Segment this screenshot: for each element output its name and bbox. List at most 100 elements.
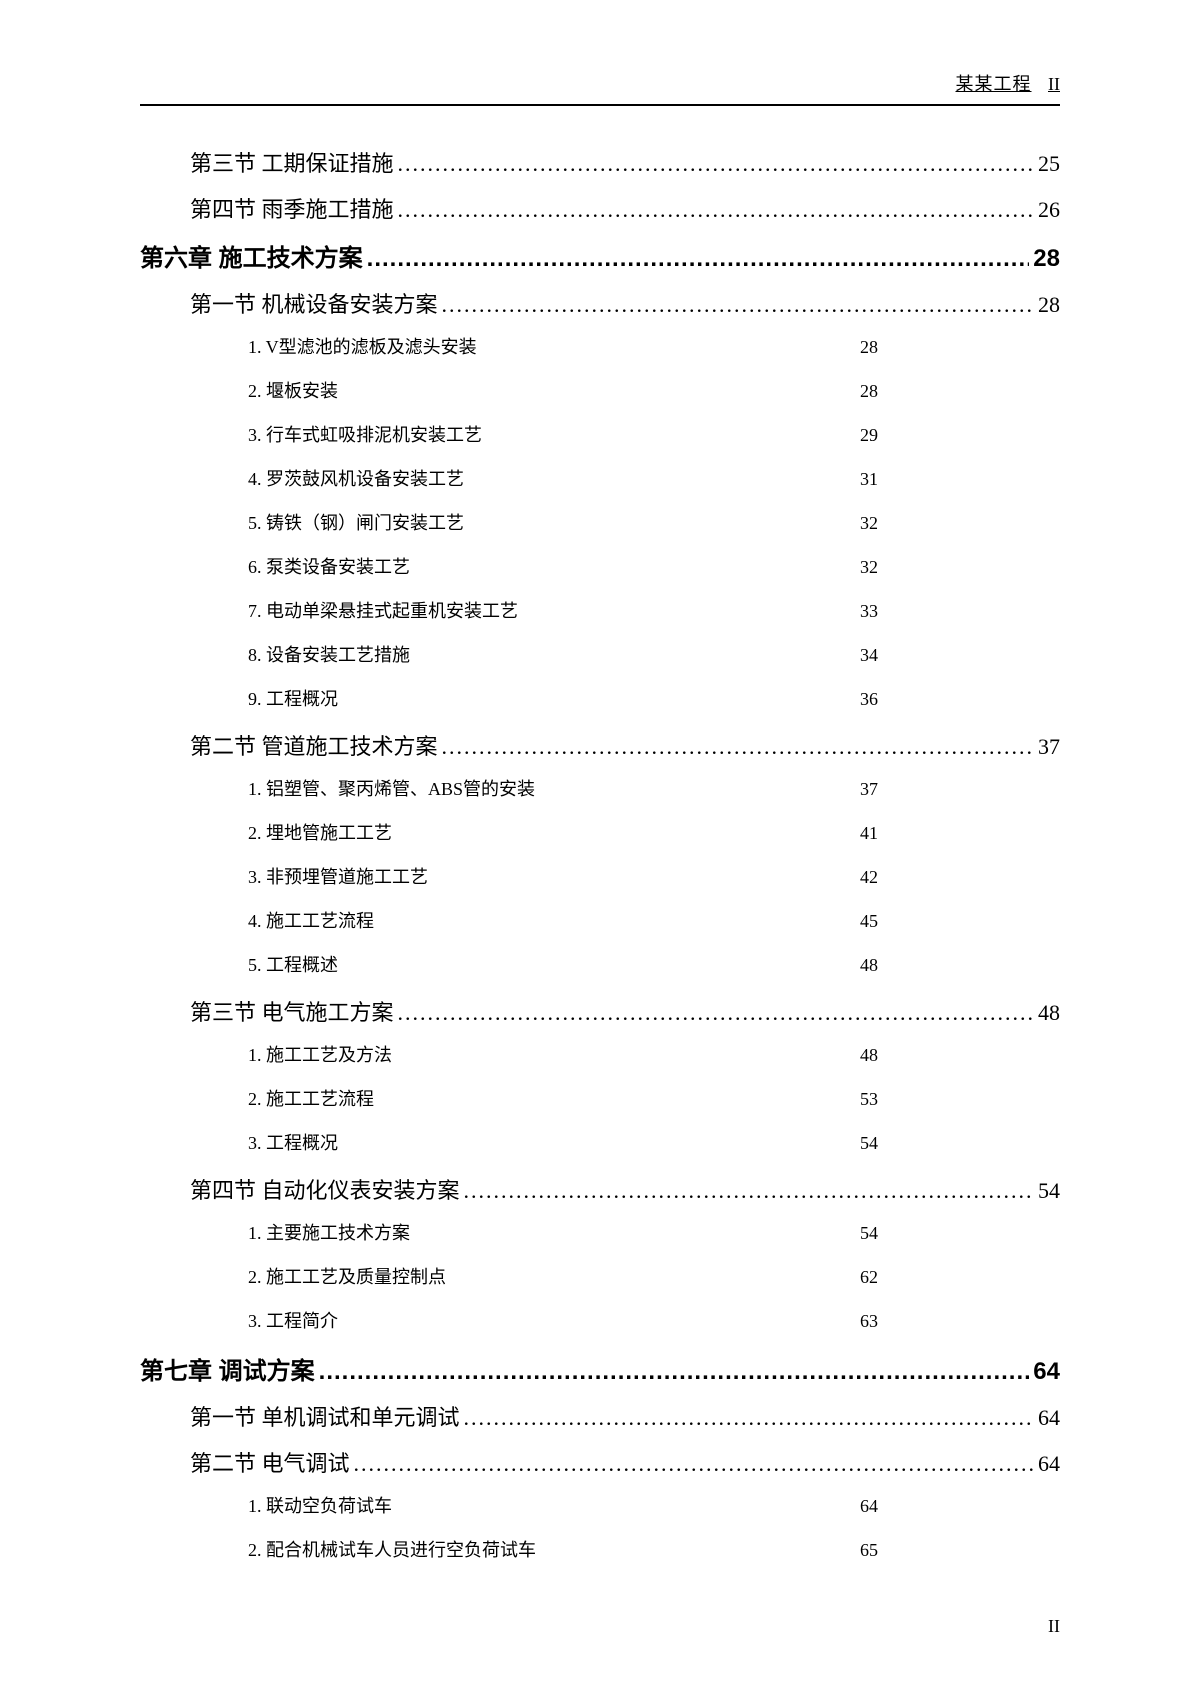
toc-entry-page: 34 [860, 645, 1060, 666]
toc-leader-dots: ........................................… [442, 292, 1034, 318]
toc-entry-label: 4. 罗茨鼓风机设备安装工艺 [248, 465, 508, 491]
header-project: 某某工程 [956, 74, 1032, 94]
toc-entry-page: 64 [860, 1496, 1060, 1517]
toc-entry: 1. V型滤池的滤板及滤头安装 28 [248, 333, 1060, 359]
toc-entry-page: 28 [860, 381, 1060, 402]
toc-entry-label: 5. 铸铁（钢）闸门安装工艺 [248, 509, 508, 535]
toc-entry-label: 2. 施工工艺流程 [248, 1085, 508, 1111]
page-header: 某某工程 II [140, 70, 1060, 106]
toc-entry-page: 62 [860, 1267, 1060, 1288]
toc-entry-label: 第三节 工期保证措施 [190, 146, 394, 178]
toc-entry: 第二节 电气调试................................… [190, 1446, 1060, 1478]
toc-entry-page: 37 [860, 779, 1060, 800]
toc-entry: 第六章 施工技术方案..............................… [140, 238, 1060, 273]
toc-leader-dots: ........................................… [464, 1405, 1034, 1431]
toc-leader-dots: ........................................… [367, 245, 1030, 273]
toc-entry-page: 64 [1038, 1405, 1060, 1431]
toc-entry: 第三节 工期保证措施..............................… [190, 146, 1060, 178]
toc-entry-page: 33 [860, 601, 1060, 622]
toc-leader-dots: ........................................… [398, 1000, 1034, 1026]
toc-entry: 1. 主要施工技术方案 54 [248, 1219, 1060, 1245]
toc-entry-page: 31 [860, 469, 1060, 490]
toc-leader-dots: ........................................… [354, 1451, 1034, 1477]
toc-entry-label: 3. 行车式虹吸排泥机安装工艺 [248, 421, 508, 447]
toc-leader-dots: ........................................… [464, 1178, 1034, 1204]
toc-entry-label: 第二节 管道施工技术方案 [190, 729, 438, 761]
toc-entry-page: 48 [860, 1045, 1060, 1066]
toc-entry: 第四节 自动化仪表安装方案...........................… [190, 1173, 1060, 1205]
toc-entry-page: 65 [860, 1540, 1060, 1561]
toc-entry-page: 36 [860, 689, 1060, 710]
toc-entry-page: 54 [860, 1223, 1060, 1244]
toc-entry: 8. 设备安装工艺措施 34 [248, 641, 1060, 667]
toc-entry-page: 28 [1038, 292, 1060, 318]
toc-entry: 2. 施工工艺流程 53 [248, 1085, 1060, 1111]
toc-entry-page: 29 [860, 425, 1060, 446]
toc-entry-label: 2. 配合机械试车人员进行空负荷试车 [248, 1536, 536, 1562]
toc-entry-label: 第一节 单机调试和单元调试 [190, 1400, 460, 1432]
toc-entry-page: 54 [860, 1133, 1060, 1154]
toc-entry-label: 3. 非预埋管道施工工艺 [248, 863, 508, 889]
toc-entry: 1. 联动空负荷试车 64 [248, 1492, 1060, 1518]
toc-entry-label: 第一节 机械设备安装方案 [190, 287, 438, 319]
toc-entry-label: 第四节 自动化仪表安装方案 [190, 1173, 460, 1205]
toc-entry-page: 25 [1038, 151, 1060, 177]
toc-entry-page: 53 [860, 1089, 1060, 1110]
toc-entry-label: 第六章 施工技术方案 [140, 238, 363, 273]
toc-entry-label: 2. 埋地管施工工艺 [248, 819, 508, 845]
toc-entry: 2. 堰板安装28 [248, 377, 1060, 403]
toc-entry: 2. 埋地管施工工艺41 [248, 819, 1060, 845]
toc-entry-label: 1. V型滤池的滤板及滤头安装 [248, 333, 508, 359]
toc-entry-page: 54 [1038, 1178, 1060, 1204]
toc-entry: 第七章 调试方案................................… [140, 1351, 1060, 1386]
table-of-contents: 第三节 工期保证措施..............................… [140, 146, 1060, 1562]
toc-entry-page: 45 [860, 911, 1060, 932]
toc-leader-dots: ........................................… [398, 151, 1034, 177]
toc-entry: 3. 工程简介63 [248, 1307, 1060, 1333]
toc-entry-label: 5. 工程概述 [248, 951, 508, 977]
toc-entry-label: 第四节 雨季施工措施 [190, 192, 394, 224]
toc-entry: 1. 施工工艺及方法48 [248, 1041, 1060, 1067]
toc-entry-label: 4. 施工工艺流程 [248, 907, 508, 933]
toc-leader-dots: ........................................… [319, 1358, 1030, 1386]
toc-entry-label: 3. 工程概况 [248, 1129, 508, 1155]
toc-entry-page: 64 [1038, 1451, 1060, 1477]
toc-entry-page: 32 [860, 513, 1060, 534]
toc-entry-page: 32 [860, 557, 1060, 578]
toc-entry: 7. 电动单梁悬挂式起重机安装工艺33 [248, 597, 1060, 623]
toc-entry-page: 28 [860, 337, 1060, 358]
toc-entry-label: 第三节 电气施工方案 [190, 995, 394, 1027]
toc-entry-label: 9. 工程概况 [248, 685, 508, 711]
toc-entry: 3. 行车式虹吸排泥机安装工艺 29 [248, 421, 1060, 447]
toc-entry-label: 8. 设备安装工艺措施 [248, 641, 508, 667]
toc-entry: 1. 铝塑管、聚丙烯管、ABS管的安装 37 [248, 775, 1060, 801]
toc-entry-page: 48 [1038, 1000, 1060, 1026]
toc-entry: 3. 非预埋管道施工工艺 42 [248, 863, 1060, 889]
toc-entry-label: 3. 工程简介 [248, 1307, 508, 1333]
toc-entry: 第一节 单机调试和单元调试...........................… [190, 1400, 1060, 1432]
toc-entry-page: 28 [1033, 245, 1060, 273]
toc-entry-label: 1. 铝塑管、聚丙烯管、ABS管的安装 [248, 775, 535, 801]
header-page-roman: II [1048, 74, 1060, 94]
toc-leader-dots: ........................................… [442, 734, 1034, 760]
toc-entry: 4. 罗茨鼓风机设备安装工艺 31 [248, 465, 1060, 491]
toc-entry-label: 1. 主要施工技术方案 [248, 1219, 508, 1245]
toc-entry-page: 26 [1038, 197, 1060, 223]
toc-entry-page: 42 [860, 867, 1060, 888]
toc-entry: 3. 工程概况 54 [248, 1129, 1060, 1155]
toc-entry: 5. 工程概述 48 [248, 951, 1060, 977]
toc-entry: 5. 铸铁（钢）闸门安装工艺 32 [248, 509, 1060, 535]
toc-entry: 6. 泵类设备安装工艺32 [248, 553, 1060, 579]
toc-entry-label: 第二节 电气调试 [190, 1446, 350, 1478]
toc-entry-label: 第七章 调试方案 [140, 1351, 315, 1386]
toc-entry: 第三节 电气施工方案..............................… [190, 995, 1060, 1027]
toc-entry: 9. 工程概况 36 [248, 685, 1060, 711]
toc-entry-page: 48 [860, 955, 1060, 976]
toc-entry-label: 2. 施工工艺及质量控制点 [248, 1263, 508, 1289]
toc-entry: 第四节 雨季施工措施..............................… [190, 192, 1060, 224]
toc-entry: 2. 施工工艺及质量控制点 62 [248, 1263, 1060, 1289]
toc-entry-label: 1. 联动空负荷试车 [248, 1492, 508, 1518]
toc-entry-page: 37 [1038, 734, 1060, 760]
footer-page-roman: II [1048, 1616, 1060, 1637]
toc-leader-dots: ........................................… [398, 197, 1034, 223]
